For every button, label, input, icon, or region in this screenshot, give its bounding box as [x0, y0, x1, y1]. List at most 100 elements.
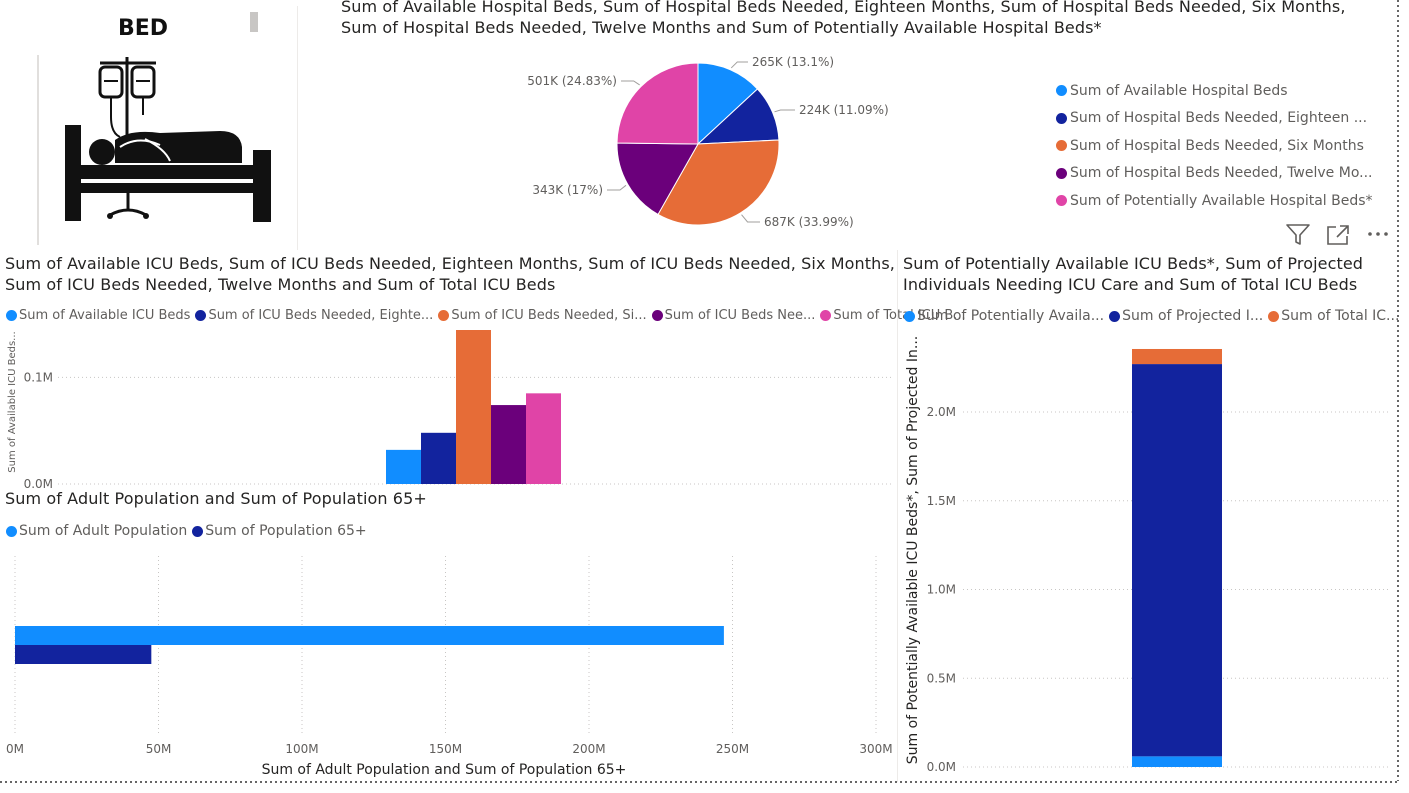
population-x-axis-title: Sum of Adult Population and Sum of Popul… — [262, 762, 627, 778]
population-legend-item[interactable]: Sum of Adult Population — [6, 523, 187, 539]
stacked-title-line1: Sum of Potentially Available ICU Beds*, … — [903, 254, 1364, 273]
population-x-tick-label: 0M — [6, 742, 24, 756]
population-bar-chart[interactable]: 0M 50M 100M 150M 200M 250M 300M Sum of Adult Po… — [0, 546, 897, 782]
legend-dot — [6, 310, 17, 321]
icu-bar-chart[interactable]: Sum of Available ICU Beds... 0.0M 0.1M — [0, 330, 897, 488]
bed-card-title: BED — [117, 16, 169, 41]
pie-slice[interactable] — [616, 142, 699, 216]
stacked-bar-segment[interactable] — [1132, 348, 1222, 365]
icu-y-axis-title: Sum of Available ICU Beds... — [7, 331, 18, 472]
population-legend: Sum of Adult Population Sum of Populatio… — [6, 523, 372, 539]
population-bar[interactable] — [15, 645, 152, 664]
stacked-legend: Sum of Potentially Availa... Sum of Proj… — [904, 308, 1404, 324]
pie-legend-label: Sum of Available Hospital Beds — [1070, 82, 1288, 99]
population-legend-label: Sum of Population 65+ — [205, 523, 367, 539]
pie-title-line1: Sum of Available Hospital Beds, Sum of H… — [341, 0, 1346, 16]
icu-legend-item[interactable]: Sum of ICU Beds Nee... — [651, 308, 816, 323]
pie-legend-label: Sum of Hospital Beds Needed, Twelve Mo..… — [1070, 165, 1373, 182]
icu-y-tick-label: 0.1M — [24, 370, 53, 384]
icu-bar[interactable] — [526, 393, 561, 484]
pie-legend-label: Sum of Hospital Beds Needed, Eighteen ..… — [1070, 110, 1368, 127]
legend-dot — [1056, 140, 1067, 152]
stacked-divider — [897, 250, 898, 782]
population-x-tick-label: 200M — [572, 742, 605, 756]
pie-legend-item[interactable]: Sum of Available Hospital Beds — [1056, 77, 1373, 105]
icu-bar[interactable] — [491, 405, 526, 484]
stacked-legend-item[interactable]: Sum of Total IC... — [1268, 308, 1399, 324]
icu-legend-label: Sum of ICU Beds Nee... — [664, 308, 816, 323]
legend-dot — [195, 310, 207, 321]
focus-mode-icon[interactable] — [1326, 224, 1350, 246]
legend-dot — [1056, 112, 1067, 124]
stacked-y-axis-title: Sum of Potentially Available ICU Beds*, … — [905, 336, 921, 764]
population-legend-label: Sum of Adult Population — [19, 523, 188, 539]
icu-legend-item[interactable]: Sum of ICU Beds Needed, Si... — [438, 308, 647, 323]
more-options-icon[interactable] — [1366, 230, 1392, 238]
population-legend-item[interactable]: Sum of Population 65+ — [192, 523, 367, 539]
legend-dot — [1056, 167, 1067, 179]
stacked-y-tick-label: 1.5M — [927, 494, 956, 508]
pie-data-label: 343K (17%) — [532, 183, 603, 197]
pie-legend-item[interactable]: Sum of Hospital Beds Needed, Twelve Mo..… — [1056, 160, 1373, 188]
legend-dot — [1056, 85, 1067, 97]
image-left-border — [37, 55, 39, 245]
bed-card[interactable]: BED — [0, 0, 298, 250]
stacked-bar-segment[interactable] — [1132, 756, 1222, 767]
stacked-bar-segment[interactable] — [1132, 364, 1222, 757]
stacked-y-tick-label: 0.0M — [927, 760, 956, 774]
stacked-bar-chart[interactable]: Sum of Potentially Available ICU Beds*, … — [897, 330, 1397, 782]
icu-legend-label: Sum of Total ICU B... — [833, 308, 966, 323]
icu-y-tick-label: 0.0M — [24, 477, 53, 488]
population-x-tick-label: 100M — [285, 742, 318, 756]
icu-bar[interactable] — [386, 449, 421, 484]
pie-slice[interactable] — [697, 62, 759, 146]
icu-bar[interactable] — [421, 432, 456, 484]
legend-dot — [651, 310, 663, 321]
population-x-tick-label: 250M — [716, 742, 749, 756]
pie-slice[interactable] — [616, 62, 699, 145]
card-scrollbar[interactable] — [250, 12, 258, 32]
icu-legend-item[interactable]: Sum of Available ICU Beds — [6, 308, 190, 323]
stacked-legend-item[interactable]: Sum of Projected I... — [1109, 308, 1263, 324]
legend-dot — [1109, 310, 1121, 322]
icu-legend-label: Sum of ICU Beds Needed, Si... — [451, 308, 647, 323]
icu-legend-label: Sum of ICU Beds Needed, Eighte... — [208, 308, 434, 323]
pie-data-label: 687K (33.99%) — [764, 215, 854, 229]
hospital-bed-icon — [65, 57, 271, 222]
pie-data-label: 265K (13.1%) — [752, 55, 834, 69]
icu-legend-label: Sum of Available ICU Beds — [19, 308, 191, 323]
population-x-tick-label: 150M — [429, 742, 462, 756]
stacked-y-tick-label: 0.5M — [927, 671, 956, 685]
icu-visual[interactable]: Sum of Available ICU Beds, Sum of ICU Be… — [0, 250, 966, 488]
population-bar[interactable] — [15, 626, 724, 645]
icu-bar[interactable] — [456, 330, 491, 484]
legend-dot — [1056, 195, 1067, 207]
filter-icon[interactable] — [1285, 223, 1311, 247]
stacked-visual[interactable]: Sum of Potentially Available ICU Beds*, … — [897, 250, 1399, 782]
stacked-legend-item[interactable]: Sum of Potentially Availa... — [904, 308, 1104, 324]
icu-legend-item[interactable]: Sum of ICU Beds Needed, Eighte... — [195, 308, 433, 323]
pie-legend-label: Sum of Potentially Available Hospital Be… — [1070, 192, 1373, 209]
pie-leader-line — [621, 80, 640, 86]
pie-visual[interactable]: Sum of Available Hospital Beds, Sum of H… — [300, 0, 1396, 250]
pie-data-label: 224K (11.09%) — [799, 103, 889, 117]
population-visual[interactable]: Sum of Adult Population and Sum of Popul… — [0, 486, 897, 782]
pie-title-line2: Sum of Hospital Beds Needed, Twelve Mont… — [341, 18, 1102, 37]
population-title: Sum of Adult Population and Sum of Popul… — [5, 489, 427, 508]
legend-dot — [1268, 310, 1280, 322]
stacked-y-tick-label: 2.0M — [927, 405, 956, 419]
pie-legend-item[interactable]: Sum of Hospital Beds Needed, Eighteen ..… — [1056, 105, 1373, 133]
pie-chart[interactable]: 265K (13.1%) 224K (11.09%) 687K (33.99%) 34… — [300, 0, 1020, 250]
legend-dot — [6, 525, 17, 537]
legend-dot — [438, 310, 450, 321]
legend-dot — [904, 310, 915, 322]
icu-legend-item[interactable]: Sum of Total ICU B... — [820, 308, 966, 323]
pie-leader-line — [730, 61, 748, 69]
stacked-legend-label: Sum of Projected I... — [1122, 308, 1264, 324]
pie-legend-label: Sum of Hospital Beds Needed, Six Months — [1070, 137, 1364, 154]
pie-leader-line — [607, 184, 627, 191]
pie-leader-line — [741, 214, 760, 223]
pie-legend-item[interactable]: Sum of Potentially Available Hospital Be… — [1056, 187, 1373, 215]
pie-legend-item[interactable]: Sum of Hospital Beds Needed, Six Months — [1056, 132, 1373, 160]
legend-dot — [192, 525, 204, 537]
